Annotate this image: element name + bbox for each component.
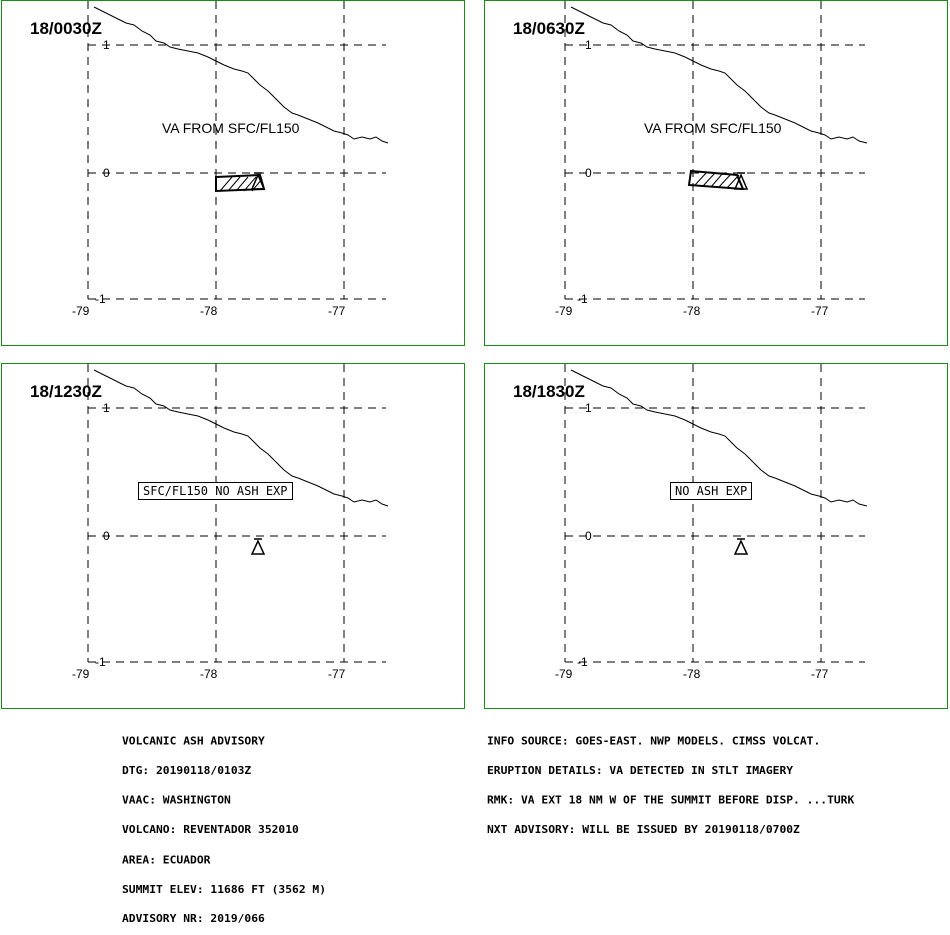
panel-time-label: 18/1230Z — [30, 382, 102, 401]
no-ash-label: NO ASH EXP — [670, 482, 753, 500]
lat-tick: 1 — [103, 401, 110, 415]
advisory-vaac: VAAC: WASHINGTON — [122, 794, 231, 807]
lat-tick: 1 — [585, 401, 592, 415]
lon-tick: -78 — [683, 667, 701, 681]
no-ash-label: SFC/FL150 NO ASH EXP — [138, 482, 293, 500]
coastline — [93, 6, 389, 144]
map-panel-2: 18/0630Z 1 0 -1 -79 -78 -77 VA FROM SFC/… — [484, 0, 948, 346]
lat-tick: 1 — [585, 38, 592, 52]
map-panel-3: 18/1230Z 1 0 -1 -79 -78 -77 SFC/FL150 NO… — [1, 363, 465, 709]
advisory-eruption-details: ERUPTION DETAILS: VA DETECTED IN STLT IM… — [487, 764, 794, 777]
map-panel-1: 18/0030Z 1 0 -1 -79 -78 -77 VA FROM SFC/… — [1, 0, 465, 346]
lon-tick: -78 — [683, 304, 701, 318]
lat-tick: 0 — [103, 529, 110, 543]
panel-time-label: 18/1830Z — [513, 382, 585, 401]
ash-level-label: VA FROM SFC/FL150 — [162, 120, 300, 136]
advisory-remarks: RMK: VA EXT 18 NM W OF THE SUMMIT BEFORE… — [487, 794, 855, 807]
advisory-volcano: VOLCANO: REVENTADOR 352010 — [122, 823, 299, 837]
lat-tick: -1 — [577, 292, 588, 306]
volcano-icon — [250, 172, 266, 190]
advisory-dtg: DTG: 20190118/0103Z — [122, 764, 252, 777]
advisory-area: AREA: ECUADOR — [122, 853, 211, 866]
ash-level-label: VA FROM SFC/FL150 — [644, 120, 782, 136]
lat-tick: 0 — [585, 529, 592, 543]
volcano-icon — [733, 172, 749, 190]
lat-tick: 0 — [585, 166, 592, 180]
lon-tick: -77 — [328, 304, 346, 318]
panel-time-label: 18/0030Z — [30, 19, 102, 38]
volcano-icon — [733, 538, 749, 555]
coastline — [570, 6, 868, 144]
lon-tick: -79 — [72, 304, 90, 318]
lon-tick: -77 — [328, 667, 346, 681]
lat-tick: -1 — [95, 292, 106, 306]
lat-tick: -1 — [577, 655, 588, 669]
lat-tick: 1 — [103, 38, 110, 52]
map-grid-3 — [87, 364, 389, 663]
panel-time-label: 18/0630Z — [513, 19, 585, 38]
advisory-number: ADVISORY NR: 2019/066 — [122, 912, 265, 926]
lon-tick: -79 — [72, 667, 90, 681]
advisory-info-right: INFO SOURCE: GOES-EAST. NWP MODELS. CIMS… — [487, 717, 854, 846]
map-grid-4 — [564, 364, 868, 663]
volcano-icon — [250, 538, 266, 555]
advisory-info-source: INFO SOURCE: GOES-EAST. NWP MODELS. CIMS… — [487, 734, 821, 748]
map-grid-1 — [87, 1, 389, 300]
lat-tick: -1 — [95, 655, 106, 669]
map-grid-2 — [564, 1, 868, 300]
advisory-info-left: VOLCANIC ASH ADVISORY DTG: 20190118/0103… — [122, 717, 326, 934]
lon-tick: -79 — [555, 667, 573, 681]
lon-tick: -78 — [200, 304, 218, 318]
advisory-next: NXT ADVISORY: WILL BE ISSUED BY 20190118… — [487, 823, 800, 837]
lon-tick: -78 — [200, 667, 218, 681]
lon-tick: -79 — [555, 304, 573, 318]
coastline — [93, 369, 389, 507]
advisory-summit-elev: SUMMIT ELEV: 11686 FT (3562 M) — [122, 883, 327, 896]
lon-tick: -77 — [811, 304, 829, 318]
coastline — [570, 369, 868, 507]
map-panel-4: 18/1830Z 1 0 -1 -79 -78 -77 NO ASH EXP — [484, 363, 948, 709]
advisory-title: VOLCANIC ASH ADVISORY — [122, 734, 265, 748]
lon-tick: -77 — [811, 667, 829, 681]
lat-tick: 0 — [103, 166, 110, 180]
